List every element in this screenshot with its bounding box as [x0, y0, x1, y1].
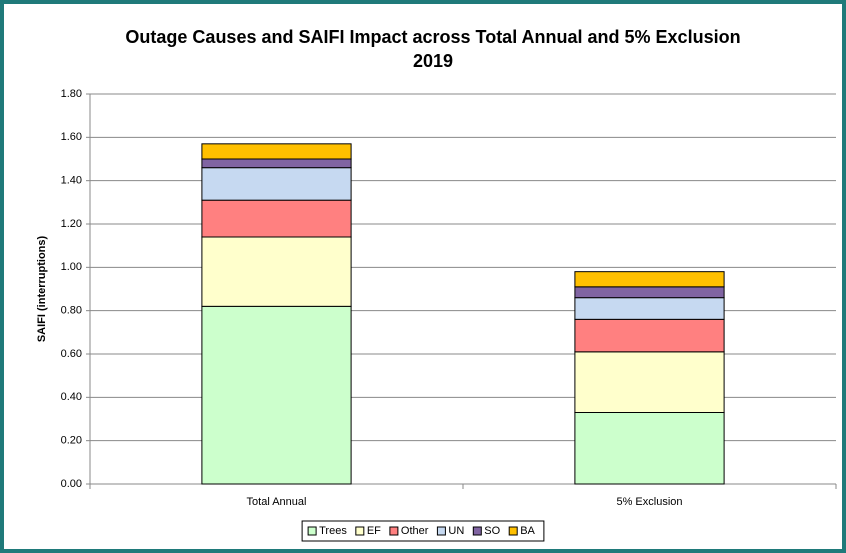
- legend-swatch: [508, 526, 518, 536]
- legend-swatch: [355, 526, 365, 536]
- legend-label: UN: [448, 525, 464, 537]
- x-tick-label: 5% Exclusion: [616, 496, 682, 508]
- y-tick-label: 1.60: [61, 131, 82, 143]
- y-tick-label: 0.80: [61, 305, 82, 317]
- legend-box: [301, 520, 545, 542]
- y-tick-label: 0.20: [61, 435, 82, 447]
- bar-segment: [201, 158, 352, 169]
- legend-label: Trees: [319, 525, 347, 537]
- legend-swatch: [389, 526, 399, 536]
- bar-segment: [201, 305, 352, 485]
- legend-label: Other: [401, 525, 429, 537]
- bar-segment: [574, 271, 725, 288]
- y-axis-title: SAIFI (interruptions): [36, 236, 48, 343]
- x-tick-label: Total Annual: [247, 496, 307, 508]
- bar-segment: [201, 167, 352, 201]
- bar-segment: [201, 236, 352, 307]
- bar-segment: [574, 351, 725, 414]
- y-tick-label: 1.80: [61, 88, 82, 100]
- bar-segment: [574, 286, 725, 299]
- legend-swatch: [436, 526, 446, 536]
- y-tick-label: 0.60: [61, 348, 82, 360]
- chart-title: Outage Causes and SAIFI Impact across To…: [125, 27, 740, 47]
- legend-swatch: [472, 526, 482, 536]
- legend-label: EF: [367, 525, 381, 537]
- y-tick-label: 0.40: [61, 391, 82, 403]
- bar-segment: [574, 318, 725, 353]
- chart-subtitle: 2019: [413, 51, 453, 71]
- y-tick-label: 1.20: [61, 218, 82, 230]
- y-tick-label: 1.40: [61, 175, 82, 187]
- y-tick-label: 0.00: [61, 478, 82, 490]
- bar-segment: [574, 297, 725, 320]
- bar-segment: [574, 412, 725, 485]
- y-tick-label: 1.00: [61, 261, 82, 273]
- legend-swatch: [307, 526, 317, 536]
- bar-segment: [201, 143, 352, 160]
- bar-segment: [201, 199, 352, 238]
- legend-label: SO: [484, 525, 500, 537]
- legend-label: BA: [520, 525, 535, 537]
